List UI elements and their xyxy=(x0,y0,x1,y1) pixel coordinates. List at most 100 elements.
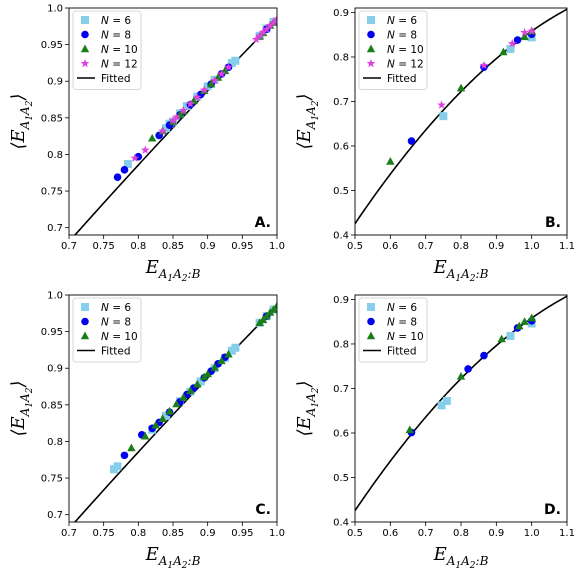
legend-label: N = 12 xyxy=(387,59,424,71)
data-point xyxy=(527,26,537,35)
y-tick-label: 0.7 xyxy=(333,97,349,108)
y-tick-label: 0.7 xyxy=(47,510,63,521)
panel-label: D. xyxy=(544,502,561,518)
data-point xyxy=(407,137,416,145)
x-tick-label: 0.95 xyxy=(231,528,253,539)
data-point xyxy=(262,24,271,33)
data-point xyxy=(255,31,265,40)
x-tick-label: 0.8 xyxy=(130,241,146,252)
legend-marker xyxy=(81,30,89,39)
data-point xyxy=(168,116,178,125)
series-1 xyxy=(437,319,536,410)
legend-box xyxy=(358,297,428,363)
legend-box xyxy=(72,297,142,363)
x-tick-label: 0.7 xyxy=(61,241,77,252)
panel-label: A. xyxy=(255,215,271,231)
data-point xyxy=(217,69,226,78)
data-point xyxy=(231,56,240,65)
data-point xyxy=(113,173,122,181)
legend: N = 6 N = 8 N = 10 N = 12 Fitted xyxy=(72,10,142,90)
data-point xyxy=(272,301,277,310)
data-point xyxy=(213,73,223,81)
legend-label: N = 10 xyxy=(387,331,424,343)
legend-marker xyxy=(80,331,90,340)
legend-marker xyxy=(80,58,90,68)
data-point xyxy=(210,362,219,371)
legend-marker xyxy=(81,16,89,24)
y-tick-label: 0.8 xyxy=(333,52,349,63)
y-tick-label: 0.8 xyxy=(47,437,63,448)
legend-label: N = 8 xyxy=(101,30,131,42)
legend: N = 6 N = 8 N = 10 Fitted xyxy=(72,297,142,363)
legend-label: N = 8 xyxy=(101,317,131,329)
data-point xyxy=(196,377,205,386)
y-tick-label: 0.9 xyxy=(333,295,349,306)
y-tick-label: 0.85 xyxy=(41,400,63,411)
x-tick-label: 0.85 xyxy=(162,241,184,252)
x-tick-label: 0.9 xyxy=(200,241,216,252)
series-4 xyxy=(437,26,537,109)
x-tick-label: 0.75 xyxy=(93,241,115,252)
y-tick-label: 0.7 xyxy=(47,223,63,234)
data-point xyxy=(120,451,129,460)
data-point xyxy=(189,96,198,105)
y-tick-label: 0.6 xyxy=(333,141,349,152)
data-point xyxy=(165,406,174,415)
x-tick-label: 0.9 xyxy=(488,241,504,252)
y-tick-label: 0.85 xyxy=(41,113,63,124)
data-point xyxy=(507,39,517,48)
y-tick-label: 0.95 xyxy=(41,40,63,51)
data-point xyxy=(158,126,167,135)
data-point xyxy=(515,321,524,330)
data-point xyxy=(199,85,209,94)
legend-label: N = 6 xyxy=(387,15,417,27)
data-point xyxy=(497,334,506,343)
y-tick-label: 0.4 xyxy=(333,518,349,529)
y-tick-label: 0.9 xyxy=(333,8,349,19)
data-point xyxy=(179,393,188,401)
y-tick-label: 0.8 xyxy=(47,150,63,161)
x-tick-label: 0.9 xyxy=(200,528,216,539)
y-axis-label: ⟨EA1A2⟩ xyxy=(8,93,35,149)
x-tick-label: 0.9 xyxy=(488,528,504,539)
x-tick-label: 0.85 xyxy=(162,528,184,539)
series-3 xyxy=(405,313,536,434)
data-point xyxy=(220,66,230,75)
x-tick-label: 1.0 xyxy=(269,528,285,539)
chart-panel-C: 0.7 0.75 0.8 0.85 0.9 0.95 1.0 0.7 0.75 0.8 0.85 0.… xyxy=(8,291,285,572)
plot-frame xyxy=(354,7,568,236)
data-point xyxy=(158,414,167,422)
legend-marker xyxy=(366,58,376,68)
x-tick-label: 1.0 xyxy=(524,528,540,539)
x-axis-label: EA1A2:B xyxy=(145,257,201,284)
x-axis-label: EA1A2:B xyxy=(145,544,201,571)
data-point xyxy=(141,431,150,440)
data-point xyxy=(265,20,275,30)
data-point xyxy=(456,83,466,92)
legend-label: Fitted xyxy=(101,73,131,85)
legend-marker xyxy=(367,303,375,311)
plot-frame xyxy=(68,294,278,523)
data-point xyxy=(231,343,240,352)
y-axis-label: ⟨EA1A2⟩ xyxy=(294,93,321,149)
chart-panel-A: 0.7 0.75 0.8 0.85 0.9 0.95 1.0 0.7 0.75 0.8 0.85 0.… xyxy=(8,4,285,285)
data-point xyxy=(251,34,261,44)
data-point xyxy=(162,124,171,133)
plot-frame xyxy=(68,7,278,236)
data-point xyxy=(480,351,488,360)
legend-label: N = 6 xyxy=(387,302,417,314)
legend-box xyxy=(358,10,428,90)
y-tick-label: 0.75 xyxy=(41,187,63,198)
series-3 xyxy=(127,301,277,452)
legend-label: N = 6 xyxy=(101,302,131,314)
x-axis-label: EA1A2:B xyxy=(433,257,489,284)
data-point xyxy=(456,371,466,380)
data-point xyxy=(127,443,136,452)
data-point xyxy=(513,36,522,44)
x-tick-label: 1.0 xyxy=(269,241,285,252)
series-1 xyxy=(439,33,536,121)
legend-marker xyxy=(366,44,376,53)
y-axis-label: ⟨EA1A2⟩ xyxy=(294,380,321,436)
legend-label: N = 8 xyxy=(387,30,417,42)
y-tick-label: 0.7 xyxy=(333,384,349,395)
